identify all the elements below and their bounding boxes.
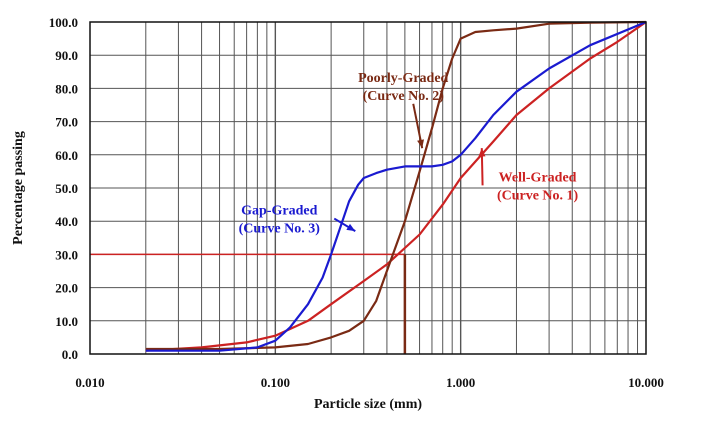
series-line-3: [145, 20, 647, 352]
y-tick-label: 40.0: [55, 214, 78, 229]
annotations: Poorly-Graded (Curve No. 2) Well-Graded (Cu…: [239, 71, 579, 237]
annotation-label-3: Gap-Graded (Curve No. 3): [239, 204, 321, 237]
annotation-line: (Curve No. 2): [363, 89, 445, 104]
annotation-arrowhead-3: [346, 223, 356, 232]
annotation-arrowhead-1: [417, 139, 424, 149]
x-tick-label: 0.010: [75, 375, 104, 390]
y-tick-label: 60.0: [55, 148, 78, 163]
y-tick-label: 10.0: [55, 314, 78, 329]
annotation-label-2: Well-Graded (Curve No. 1): [497, 170, 579, 203]
annotation-line: (Curve No. 3): [239, 222, 321, 237]
y-tick-label: 20.0: [55, 281, 78, 296]
y-axis-title: Percentage passing: [11, 131, 26, 245]
y-tick-label: 30.0: [55, 247, 78, 262]
reference-lines: [90, 253, 407, 354]
x-tick-label: 1.000: [446, 375, 475, 390]
y-tick-label: 0.0: [62, 347, 78, 362]
x-tick-label: 10.000: [628, 375, 664, 390]
y-tick-label: 50.0: [55, 181, 78, 196]
y-tick-label: 100.0: [49, 15, 78, 30]
series-group: [145, 20, 647, 352]
series-line-1: [145, 21, 647, 352]
grid: [90, 22, 646, 354]
annotation-line: (Curve No. 1): [497, 188, 579, 203]
y-tick-label: 80.0: [55, 81, 78, 96]
axes: 0.0 10.0 20.0 30.0 40.0 50.0 60.0 70.0 80.0 90.0 1…: [49, 15, 664, 390]
annotation-line: Poorly-Graded: [358, 71, 448, 86]
annotation-line: Gap-Graded: [241, 204, 317, 219]
plot-frame: [89, 21, 647, 355]
y-tick-label: 90.0: [55, 48, 78, 63]
annotation-arrowhead-2: [478, 148, 486, 157]
series-line-2: [145, 20, 647, 351]
y-tick-label: 70.0: [55, 115, 78, 130]
x-axis-title: Particle size (mm): [314, 397, 422, 412]
annotation-label-1: Poorly-Graded (Curve No. 2): [358, 71, 448, 104]
annotation-line: Well-Graded: [499, 170, 577, 185]
x-tick-label: 0.100: [261, 375, 290, 390]
